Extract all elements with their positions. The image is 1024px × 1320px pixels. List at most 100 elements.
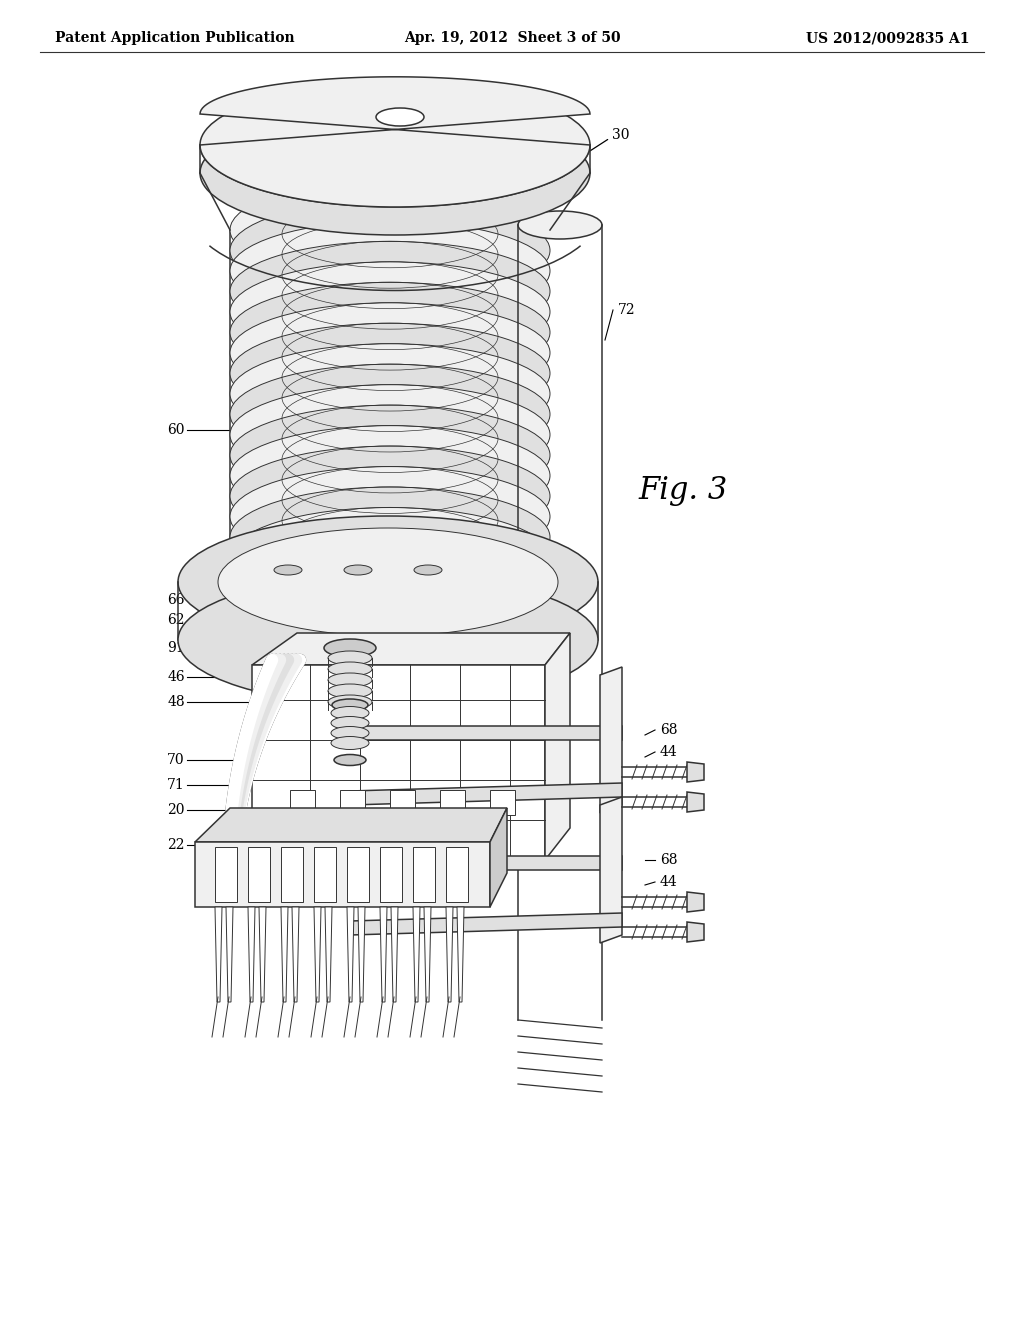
Polygon shape (226, 907, 233, 1002)
Polygon shape (340, 789, 365, 814)
Ellipse shape (274, 565, 302, 576)
Ellipse shape (230, 323, 550, 424)
Ellipse shape (331, 737, 369, 750)
Polygon shape (545, 634, 570, 861)
Ellipse shape (230, 487, 550, 587)
Polygon shape (413, 907, 420, 1002)
Polygon shape (490, 808, 507, 907)
Ellipse shape (324, 639, 376, 657)
Polygon shape (248, 847, 270, 902)
Polygon shape (248, 907, 255, 1002)
Polygon shape (413, 847, 435, 902)
Polygon shape (347, 847, 369, 902)
Text: 30: 30 (612, 128, 630, 143)
Ellipse shape (230, 446, 550, 546)
Polygon shape (687, 792, 705, 812)
Polygon shape (380, 907, 387, 1002)
Ellipse shape (331, 726, 369, 739)
Ellipse shape (230, 180, 550, 280)
Ellipse shape (230, 261, 550, 362)
Ellipse shape (230, 384, 550, 484)
Ellipse shape (230, 364, 550, 465)
Polygon shape (292, 907, 299, 1002)
Polygon shape (314, 847, 336, 902)
Ellipse shape (328, 663, 372, 676)
Ellipse shape (200, 83, 590, 207)
Text: 72: 72 (618, 304, 636, 317)
Polygon shape (457, 907, 464, 1002)
Ellipse shape (328, 673, 372, 686)
Ellipse shape (200, 111, 590, 235)
Polygon shape (350, 726, 622, 741)
Ellipse shape (328, 651, 372, 665)
Ellipse shape (230, 507, 550, 607)
Text: 20: 20 (168, 803, 185, 817)
Polygon shape (390, 789, 415, 814)
Polygon shape (424, 907, 431, 1002)
Polygon shape (252, 665, 545, 861)
Ellipse shape (376, 108, 424, 125)
Polygon shape (490, 789, 515, 814)
Ellipse shape (331, 706, 369, 719)
Text: 70: 70 (167, 752, 185, 767)
Polygon shape (600, 667, 622, 813)
Text: 68: 68 (660, 723, 678, 737)
Polygon shape (259, 907, 266, 1002)
Polygon shape (391, 907, 398, 1002)
Ellipse shape (230, 528, 550, 628)
Text: 44: 44 (660, 875, 678, 888)
Text: 46: 46 (167, 671, 185, 684)
Ellipse shape (230, 343, 550, 444)
Polygon shape (687, 892, 705, 912)
Ellipse shape (230, 466, 550, 566)
Text: 66: 66 (168, 593, 185, 607)
Polygon shape (518, 224, 602, 1020)
Text: Patent Application Publication: Patent Application Publication (55, 30, 295, 45)
Text: 22: 22 (168, 838, 185, 851)
Polygon shape (215, 847, 237, 902)
Ellipse shape (178, 574, 598, 706)
Ellipse shape (230, 282, 550, 383)
Polygon shape (281, 907, 288, 1002)
Polygon shape (347, 907, 354, 1002)
Ellipse shape (518, 211, 602, 239)
Text: 62: 62 (168, 612, 185, 627)
Polygon shape (446, 907, 453, 1002)
Polygon shape (252, 634, 570, 665)
Polygon shape (600, 797, 622, 942)
Ellipse shape (230, 405, 550, 506)
Ellipse shape (230, 425, 550, 525)
Text: Apr. 19, 2012  Sheet 3 of 50: Apr. 19, 2012 Sheet 3 of 50 (403, 30, 621, 45)
Text: 44: 44 (660, 744, 678, 759)
Polygon shape (350, 913, 622, 935)
Polygon shape (350, 783, 622, 805)
Ellipse shape (331, 717, 369, 730)
Polygon shape (281, 847, 303, 902)
Ellipse shape (344, 565, 372, 576)
Ellipse shape (230, 242, 550, 342)
Ellipse shape (230, 302, 550, 403)
Polygon shape (440, 789, 465, 814)
Polygon shape (200, 77, 590, 207)
Polygon shape (687, 921, 705, 942)
Ellipse shape (328, 684, 372, 698)
Text: US 2012/0092835 A1: US 2012/0092835 A1 (807, 30, 970, 45)
Ellipse shape (334, 755, 366, 766)
Text: 68: 68 (660, 853, 678, 867)
Polygon shape (350, 855, 622, 870)
Polygon shape (195, 808, 507, 842)
Text: 91: 91 (167, 642, 185, 655)
Ellipse shape (328, 696, 372, 709)
Polygon shape (314, 907, 321, 1002)
Text: 73: 73 (322, 774, 339, 787)
Text: 90: 90 (331, 609, 349, 622)
Polygon shape (325, 907, 332, 1002)
Text: 48: 48 (167, 696, 185, 709)
Polygon shape (380, 847, 402, 902)
Ellipse shape (332, 700, 368, 711)
Polygon shape (195, 842, 490, 907)
Text: 71: 71 (167, 777, 185, 792)
Text: 64: 64 (440, 628, 458, 642)
Text: Fig. 3: Fig. 3 (638, 474, 727, 506)
Ellipse shape (414, 565, 442, 576)
